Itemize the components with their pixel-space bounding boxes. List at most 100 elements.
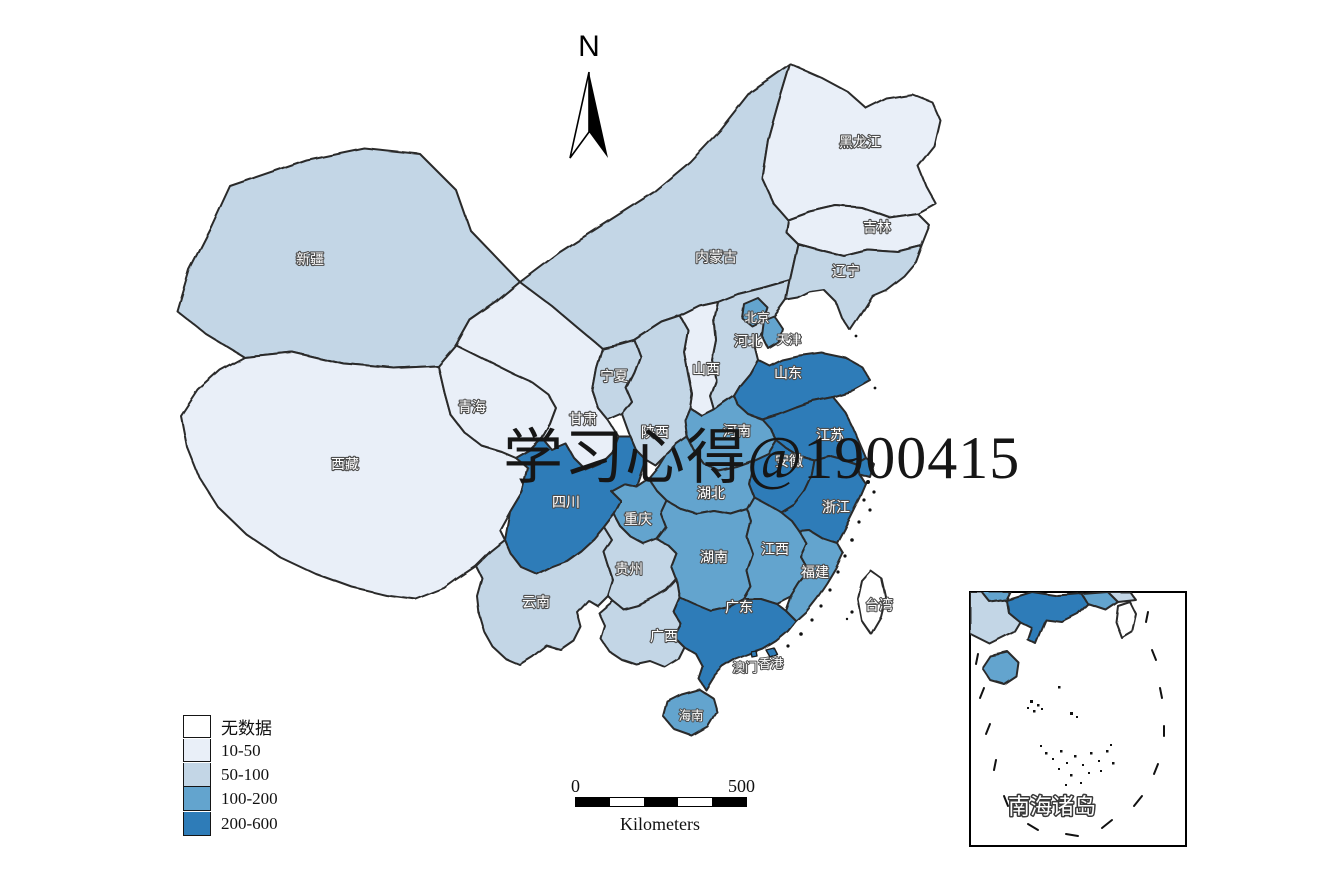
scale-unit-label: Kilometers xyxy=(620,814,700,834)
label-taiwan: 台湾 xyxy=(865,597,893,614)
legend-row: 无数据 xyxy=(183,714,278,738)
label-jilin: 吉林 xyxy=(863,220,891,236)
island-speck xyxy=(799,632,803,636)
legend-swatch-50-100 xyxy=(183,763,211,787)
province-liaoning xyxy=(785,243,923,331)
scale-segment xyxy=(576,798,610,806)
inset-fujian xyxy=(1081,592,1119,611)
label-qinghai: 青海 xyxy=(458,400,486,416)
label-guangxi: 广西 xyxy=(650,629,678,645)
legend-row: 50-100 xyxy=(183,763,278,787)
island-speck xyxy=(810,618,814,622)
label-hebei: 河北 xyxy=(734,334,762,350)
island-speck xyxy=(850,610,854,614)
legend-swatch-nodata xyxy=(183,714,211,738)
label-hainan: 海南 xyxy=(678,708,703,723)
legend-swatch-100-200 xyxy=(183,787,211,812)
province-zhejiang xyxy=(780,455,867,544)
label-macau: 澳门 xyxy=(732,660,757,675)
region-hongkong xyxy=(765,647,778,658)
island-speck xyxy=(786,644,790,648)
region-macau xyxy=(750,650,758,658)
province-guangxi xyxy=(598,578,685,668)
north-arrow: N xyxy=(569,30,608,159)
province-yunnan xyxy=(475,526,614,666)
label-yunnan: 云南 xyxy=(522,595,550,611)
island-speck xyxy=(819,604,823,608)
scale-segment xyxy=(678,798,712,806)
label-shanxi: 山西 xyxy=(692,362,720,378)
inset-taiwan xyxy=(1115,601,1137,639)
inset-label: 南海诸岛 xyxy=(1008,795,1096,820)
north-arrow-right-half xyxy=(589,72,608,158)
north-arrow-label: N xyxy=(578,30,600,63)
legend-label: 无数据 xyxy=(221,718,272,738)
legend-swatch-10-50 xyxy=(183,738,211,763)
label-guizhou: 贵州 xyxy=(615,562,643,578)
island-speck xyxy=(872,490,876,494)
watermark-text: 学习心得@1900415 xyxy=(503,425,1021,491)
label-neimenggu: 内蒙古 xyxy=(695,250,737,266)
province-labels: 新疆 西藏 青海 甘肃 内蒙古 黑龙江 吉林 辽宁 北京 天津 河北 山西 山东… xyxy=(295,134,894,724)
label-guangdong: 广东 xyxy=(725,600,753,616)
scale-start-label: 0 xyxy=(571,776,580,796)
label-liaoning: 辽宁 xyxy=(832,263,860,280)
island-speck xyxy=(868,508,872,512)
province-tianjin xyxy=(761,315,783,349)
island-speck xyxy=(866,480,870,484)
legend-label: 50-100 xyxy=(221,764,270,784)
island-speck xyxy=(873,386,877,390)
label-hunan: 湖南 xyxy=(700,550,728,566)
north-arrow-left-half xyxy=(569,71,590,159)
inset-dash-line xyxy=(975,611,1165,837)
province-ningxia xyxy=(591,339,641,421)
label-hubei: 湖北 xyxy=(697,486,725,502)
label-tianjin: 天津 xyxy=(776,332,801,347)
inset-islands xyxy=(1027,686,1115,786)
label-jiangxi: 江西 xyxy=(761,542,789,558)
label-beijing: 北京 xyxy=(744,310,769,325)
label-sichuan: 四川 xyxy=(552,495,580,511)
label-hongkong: 香港 xyxy=(758,656,784,671)
label-ningxia: 宁夏 xyxy=(600,368,628,385)
label-xinjiang: 新疆 xyxy=(296,252,324,268)
label-chongqing: 重庆 xyxy=(624,512,652,528)
inset-hainan xyxy=(981,651,1019,685)
label-shandong: 山东 xyxy=(774,366,802,382)
province-shanghai xyxy=(855,457,875,478)
legend-swatch-200-600 xyxy=(183,811,211,836)
scale-end-label: 500 xyxy=(728,776,755,796)
label-xizang: 西藏 xyxy=(331,457,359,473)
label-heilongjiang: 黑龙江 xyxy=(839,135,881,151)
inset-guangxi xyxy=(970,592,1021,645)
label-henan: 河南 xyxy=(723,424,751,440)
legend-label: 100-200 xyxy=(221,789,278,809)
legend-row: 200-600 xyxy=(183,811,278,836)
legend-label: 200-600 xyxy=(221,813,278,833)
label-anhui: 安徽 xyxy=(775,454,803,470)
label-jiangsu: 江苏 xyxy=(816,428,844,444)
island-speck xyxy=(862,498,866,502)
inset-shapes xyxy=(970,592,1137,685)
scale-bar-segments xyxy=(575,797,747,807)
island-speck xyxy=(850,538,854,542)
province-hainan xyxy=(662,688,718,737)
legend-row: 10-50 xyxy=(183,738,278,763)
island-speck xyxy=(836,570,840,574)
island-speck xyxy=(857,520,861,524)
province-taiwan xyxy=(857,570,887,635)
inset-south-china-sea: 南海诸岛 xyxy=(969,591,1187,847)
island-speck xyxy=(845,617,849,621)
legend-row: 100-200 xyxy=(183,787,278,812)
label-shaanxi: 陕西 xyxy=(641,425,669,441)
province-heilongjiang xyxy=(761,63,941,221)
scale-segment xyxy=(644,798,678,806)
inset-coast-right xyxy=(1107,592,1137,603)
legend-label: 10-50 xyxy=(221,740,261,760)
scale-segment xyxy=(712,798,746,806)
island-speck xyxy=(854,334,858,338)
province-shapes xyxy=(176,63,941,737)
island-speck xyxy=(843,554,847,558)
